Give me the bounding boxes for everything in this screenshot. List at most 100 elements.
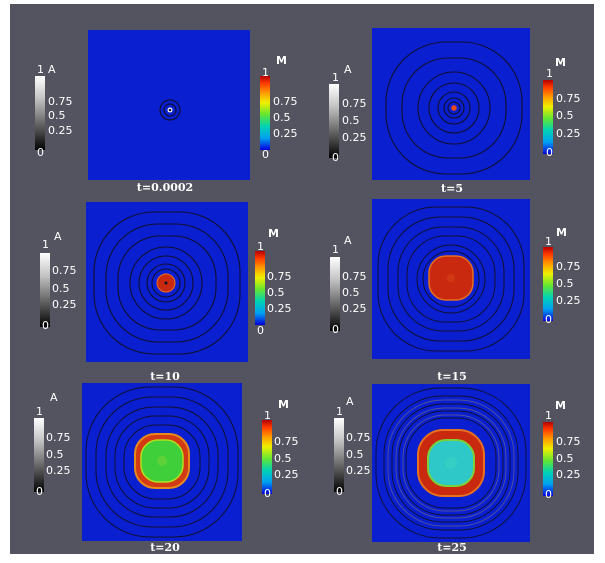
colorbar-a-tick-025: 0.25: [48, 124, 73, 137]
colorbar-m-tick-075: 0.75: [556, 92, 581, 105]
colorbar-a-tick-075: 0.75: [46, 431, 71, 444]
colorbar-a-tick-025: 0.25: [346, 464, 371, 477]
colorbar-a-tick-1: 1: [336, 405, 343, 418]
contour: [375, 387, 527, 539]
field-background: [372, 28, 530, 180]
contour: [117, 235, 217, 331]
colorbar-a-tick-025: 0.25: [342, 131, 367, 144]
colorbar-a: [330, 257, 340, 331]
colorbar-m-title: M: [555, 399, 566, 412]
colorbar-m-tick-05: 0.5: [267, 286, 285, 299]
colorbar-a: [329, 84, 339, 158]
colorbar-m-tick-05: 0.5: [274, 452, 292, 465]
colorbar-m-tick-075: 0.75: [556, 260, 581, 273]
colorbar-a-tick-025: 0.25: [342, 302, 367, 315]
colorbar-a-tick-075: 0.75: [48, 95, 73, 108]
field-background: [88, 30, 250, 180]
contour: [151, 268, 181, 298]
colorbar-m: [260, 76, 270, 150]
contour: [163, 103, 177, 117]
time-label: t=0.0002: [136, 181, 194, 194]
colorbar-a-tick-05: 0.5: [52, 282, 70, 295]
colorbar-a-tick-075: 0.75: [52, 264, 77, 277]
colorbar-m-tick-0: 0: [264, 487, 271, 500]
colorbar-m-tick-0: 0: [262, 148, 269, 161]
colorbar-m-tick-0: 0: [545, 313, 552, 326]
time-label: t=10: [150, 370, 180, 383]
field-plot: [82, 383, 242, 541]
panel-t15: A 1 0.75 0.5 0.25 0 M 1: [302, 187, 594, 383]
colorbar-a-title: A: [344, 234, 352, 247]
contour: [129, 246, 203, 320]
colorbar-m: [543, 422, 553, 496]
colorbar-m-tick-025: 0.25: [274, 468, 299, 481]
colorbar-a-tick-1: 1: [332, 71, 339, 84]
panel-t0: A 1 0.75 0.5 0.25 0 M 1 0.75 0.5 0.25 0 …: [10, 4, 302, 194]
contour: [95, 396, 229, 528]
contour: [114, 415, 210, 509]
colorbar-a-tick-0: 0: [36, 485, 43, 498]
colorbar-m-tick-1: 1: [262, 66, 269, 79]
contour: [138, 255, 194, 311]
colorbar-m-tick-075: 0.75: [267, 270, 292, 283]
source-dot: [164, 281, 168, 285]
panel-t10: A 1 0.75 0.5 0.25 0 M: [10, 187, 302, 383]
time-label: t=20: [150, 541, 180, 554]
field-plot: [372, 28, 530, 180]
contour: [428, 82, 480, 134]
colorbar-a-tick-075: 0.75: [342, 270, 367, 283]
colorbar-m: [262, 420, 272, 494]
panel-t5: A 1 0.75 0.5 0.25 0 M 1: [302, 4, 594, 195]
colorbar-m-title: M: [276, 54, 287, 67]
contour: [377, 206, 525, 352]
colorbar-a: [334, 418, 344, 492]
contour: [417, 71, 491, 145]
colorbar-a-title: A: [344, 63, 352, 76]
contour: [422, 250, 480, 308]
colorbar-m-tick-075: 0.75: [273, 95, 298, 108]
colorbar-m-tick-1: 1: [545, 409, 552, 422]
time-label: t=15: [437, 370, 467, 383]
panel-t25: A 1 0.75 0.5 0.25 0: [302, 370, 594, 554]
contour: [159, 99, 181, 121]
colorbar-m: [543, 247, 553, 321]
colorbar-a-tick-05: 0.5: [46, 448, 64, 461]
colorbar-m-tick-075: 0.75: [556, 435, 581, 448]
contour: [93, 211, 241, 355]
colorbar-m-title: M: [268, 227, 279, 240]
contour: [416, 244, 486, 314]
field-plot: [372, 384, 530, 542]
core-center: [157, 456, 167, 466]
colorbar-a: [40, 253, 50, 327]
colorbar-m-tick-075: 0.75: [274, 435, 299, 448]
contour: [385, 41, 523, 175]
contour: [437, 91, 471, 125]
contour: [401, 57, 507, 159]
contour: [383, 395, 519, 531]
source-core: [168, 108, 172, 112]
colorbar-m-title: M: [556, 226, 567, 239]
contour: [105, 223, 229, 343]
colorbar-a-title: A: [48, 63, 56, 76]
colorbar-a-title: A: [50, 391, 58, 404]
colorbar-a-title: A: [54, 230, 62, 243]
contour: [397, 226, 505, 332]
colorbar-a-tick-1: 1: [37, 63, 44, 76]
colorbar-a-tick-05: 0.5: [342, 286, 360, 299]
colorbar-a-tick-0: 0: [332, 323, 339, 336]
colorbar-a-tick-05: 0.5: [342, 114, 360, 127]
contour: [406, 235, 496, 323]
colorbar-a-tick-0: 0: [332, 151, 339, 164]
field-plot: [372, 199, 530, 359]
contour: [105, 406, 219, 518]
colorbar-m-tick-1: 1: [546, 67, 553, 80]
panel-t20: A 1 0.75 0.5 0.25 0 M 1: [10, 370, 302, 554]
colorbar-a-tick-0: 0: [42, 319, 49, 332]
colorbar-m-tick-1: 1: [545, 235, 552, 248]
colorbar-m-tick-025: 0.25: [556, 294, 581, 307]
colorbar-m-tick-025: 0.25: [556, 468, 581, 481]
colorbar-a-tick-1: 1: [36, 405, 43, 418]
colorbar-m-title: M: [555, 56, 566, 69]
contour: [447, 101, 461, 115]
colorbar-a-tick-0: 0: [37, 146, 44, 159]
